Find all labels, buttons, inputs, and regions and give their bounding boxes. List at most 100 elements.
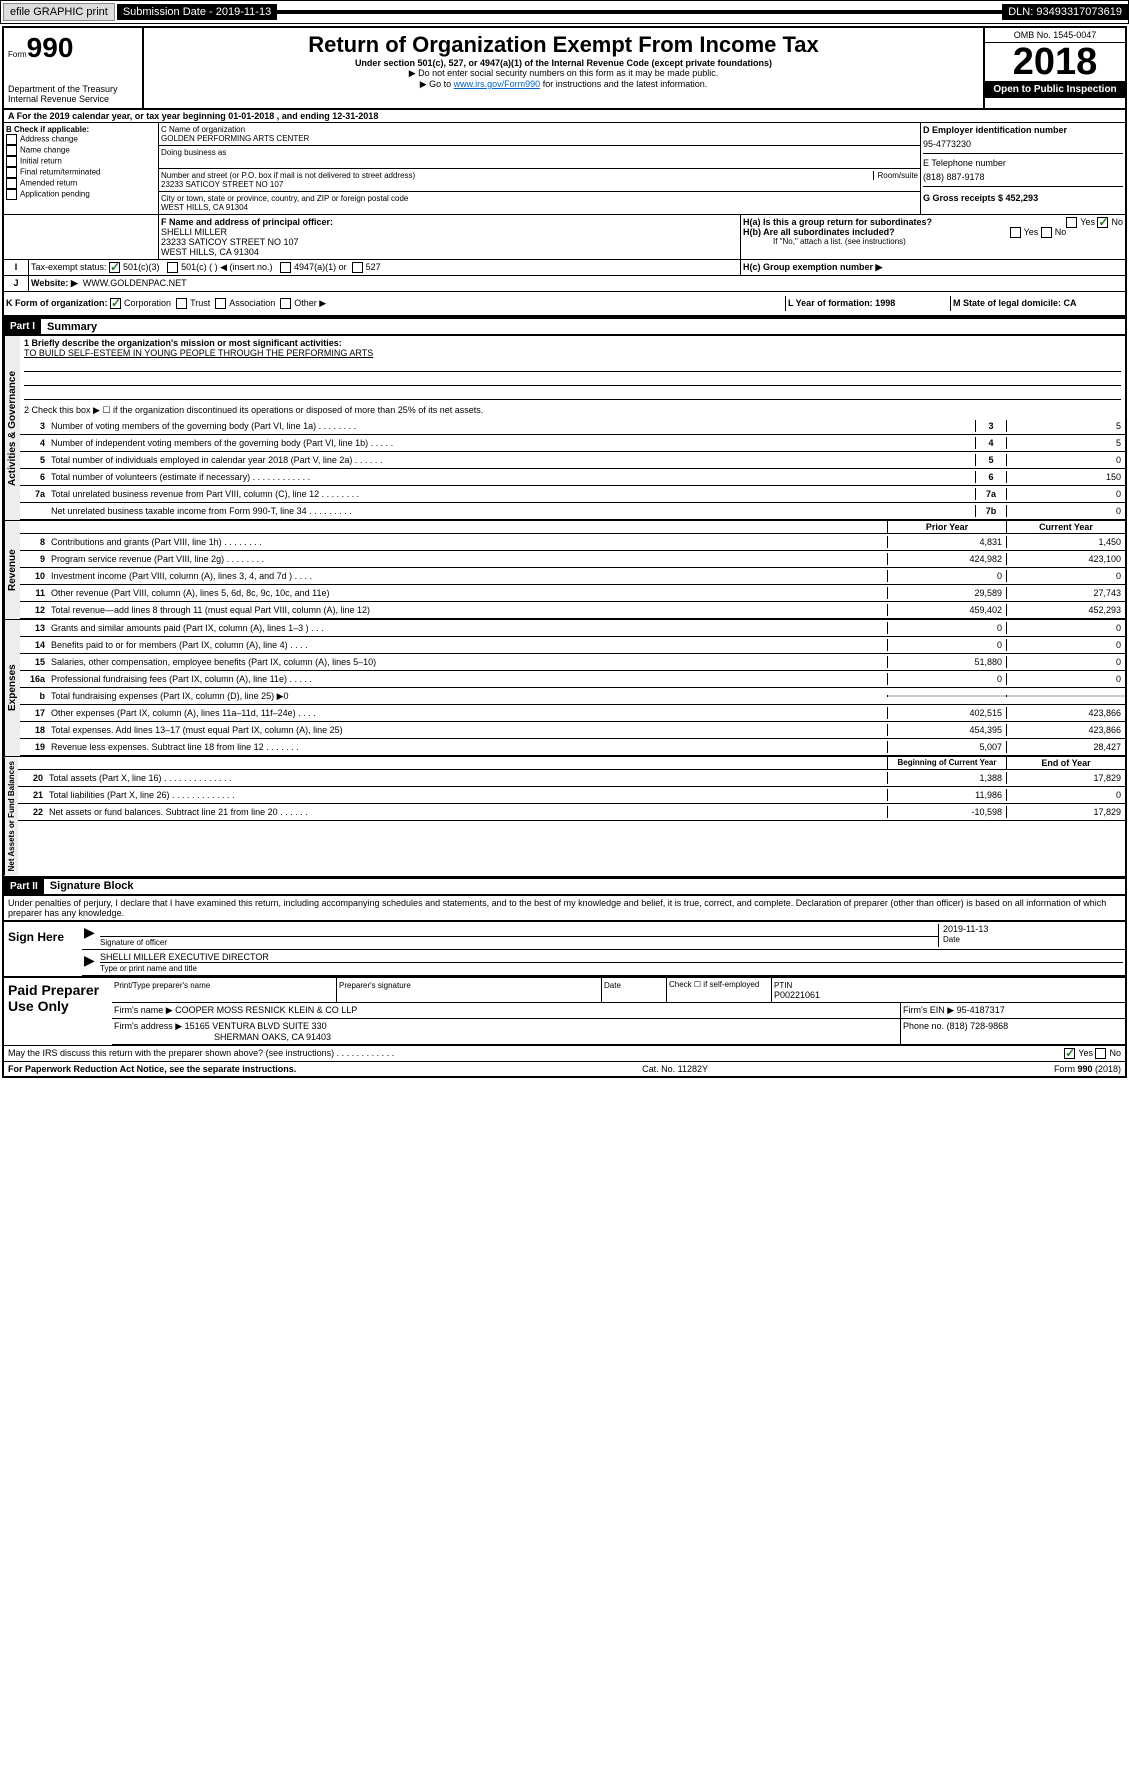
officer-addr1: 23233 SATICOY STREET NO 107 <box>161 237 299 247</box>
phone-value: (818) 887-9178 <box>923 168 1123 186</box>
chk-501c[interactable] <box>167 262 178 273</box>
tax-year: 2018 <box>985 43 1125 81</box>
revenue-label: Revenue <box>4 521 20 619</box>
table-row: 9Program service revenue (Part VIII, lin… <box>20 551 1125 568</box>
table-row: 19Revenue less expenses. Subtract line 1… <box>20 739 1125 756</box>
declaration-text: Under penalties of perjury, I declare th… <box>4 896 1125 920</box>
sig-arrow-icon-2: ▶ <box>84 952 100 973</box>
chk-address[interactable] <box>6 134 17 145</box>
chk-corp[interactable] <box>110 298 121 309</box>
sign-here-section: Sign Here ▶ Signature of officer 2019-11… <box>4 920 1125 976</box>
table-row: 12Total revenue—add lines 8 through 11 (… <box>20 602 1125 619</box>
discuss-yes[interactable] <box>1064 1048 1075 1059</box>
sign-here-label: Sign Here <box>4 922 82 976</box>
part1-title: Summary <box>41 321 97 333</box>
paid-preparer-section: Paid Preparer Use Only Print/Type prepar… <box>4 976 1125 1045</box>
ptin-label: PTIN <box>774 981 792 990</box>
dept-treasury: Department of the Treasury <box>8 84 138 94</box>
self-employed: Check ☐ if self-employed <box>667 978 772 1002</box>
phone-label: E Telephone number <box>923 153 1123 168</box>
form-title-block: Return of Organization Exempt From Incom… <box>144 28 983 108</box>
form-footer: Form 990 (2018) <box>1054 1064 1121 1074</box>
gov-row: 6Total number of volunteers (estimate if… <box>20 469 1125 486</box>
q2-text: 2 Check this box ▶ ☐ if the organization… <box>20 403 1125 418</box>
gov-row: Net unrelated business taxable income fr… <box>20 503 1125 520</box>
typed-label: Type or print name and title <box>100 964 197 973</box>
end-year-hdr: End of Year <box>1006 757 1125 769</box>
chk-assoc[interactable] <box>215 298 226 309</box>
mission-text: TO BUILD SELF-ESTEEM IN YOUNG PEOPLE THR… <box>24 348 373 358</box>
ha-yes[interactable] <box>1066 217 1077 228</box>
col-b-checkboxes: B Check if applicable: Address change Na… <box>4 123 159 214</box>
firm-addr1: 15165 VENTURA BLVD SUITE 330 <box>185 1021 327 1031</box>
ein-label: D Employer identification number <box>923 125 1067 135</box>
governance-section: Activities & Governance 1 Briefly descri… <box>4 336 1125 521</box>
state-domicile: M State of legal domicile: CA <box>953 298 1077 308</box>
paid-label: Paid Preparer Use Only <box>4 978 112 1045</box>
hb-label: H(b) Are all subordinates included? <box>743 227 895 237</box>
prior-year-hdr: Prior Year <box>887 521 1006 533</box>
org-city: WEST HILLS, CA 91304 <box>161 203 248 212</box>
sig-officer-label: Signature of officer <box>100 938 167 947</box>
submission-date: Submission Date - 2019-11-13 <box>117 4 277 20</box>
section-klm: K Form of organization: Corporation Trus… <box>4 292 1125 317</box>
hb-no[interactable] <box>1041 227 1052 238</box>
firm-phone: (818) 728-9868 <box>947 1021 1009 1031</box>
typed-name: SHELLI MILLER EXECUTIVE DIRECTOR <box>100 952 1123 963</box>
firm-phone-label: Phone no. <box>903 1021 944 1031</box>
ha-no[interactable] <box>1097 217 1108 228</box>
table-row: bTotal fundraising expenses (Part IX, co… <box>20 688 1125 705</box>
chk-name[interactable] <box>6 145 17 156</box>
form-subtitle: Under section 501(c), 527, or 4947(a)(1)… <box>148 58 979 68</box>
addr-row: Number and street (or P.O. box if mail i… <box>159 169 920 192</box>
chk-pending[interactable] <box>6 189 17 200</box>
ha-label: H(a) Is this a group return for subordin… <box>743 217 932 227</box>
chk-other[interactable] <box>280 298 291 309</box>
chk-final[interactable] <box>6 167 17 178</box>
gov-row: 3Number of voting members of the governi… <box>20 418 1125 435</box>
chk-trust[interactable] <box>176 298 187 309</box>
chk-501c3[interactable] <box>109 262 120 273</box>
chk-initial[interactable] <box>6 156 17 167</box>
footer: For Paperwork Reduction Act Notice, see … <box>4 1061 1125 1076</box>
revenue-section: Revenue Prior Year Current Year 8Contrib… <box>4 521 1125 620</box>
firm-ein-label: Firm's EIN ▶ <box>903 1005 954 1015</box>
part1-header: Part I Summary <box>4 317 1125 336</box>
begin-year-hdr: Beginning of Current Year <box>887 757 1006 769</box>
tax-status-label: Tax-exempt status: <box>31 262 107 272</box>
part2-badge: Part II <box>4 879 44 894</box>
form-id-block: Form990 Department of the Treasury Inter… <box>4 28 144 108</box>
form-label: Form <box>8 50 27 59</box>
form-container: Form990 Department of the Treasury Inter… <box>2 26 1127 1078</box>
part2-header: Part II Signature Block <box>4 877 1125 896</box>
firm-name-label: Firm's name ▶ <box>114 1005 173 1015</box>
section-j: J Website: ▶ WWW.GOLDENPAC.NET <box>4 276 1125 292</box>
gross-receipts: G Gross receipts $ 452,293 <box>923 193 1038 203</box>
discuss-no[interactable] <box>1095 1048 1106 1059</box>
date-label: Date <box>943 935 960 944</box>
irs-label: Internal Revenue Service <box>8 94 138 104</box>
hb-note: If "No," attach a list. (see instruction… <box>743 237 1123 246</box>
hb-yes[interactable] <box>1010 227 1021 238</box>
table-row: 14Benefits paid to or for members (Part … <box>20 637 1125 654</box>
col-d-right: D Employer identification number 95-4773… <box>921 123 1125 214</box>
sig-arrow-icon: ▶ <box>84 924 100 947</box>
chk-527[interactable] <box>352 262 363 273</box>
chk-amended[interactable] <box>6 178 17 189</box>
gov-row: 7aTotal unrelated business revenue from … <box>20 486 1125 503</box>
form-year-block: OMB No. 1545-0047 2018 Open to Public In… <box>983 28 1125 108</box>
dln: DLN: 93493317073619 <box>1002 4 1128 20</box>
officer-name: SHELLI MILLER <box>161 227 227 237</box>
discuss-text: May the IRS discuss this return with the… <box>8 1048 1064 1059</box>
form-title: Return of Organization Exempt From Incom… <box>148 32 979 58</box>
col-c-org: C Name of organizationGOLDEN PERFORMING … <box>159 123 921 214</box>
chk-4947[interactable] <box>280 262 291 273</box>
sig-date: 2019-11-13 <box>943 924 1123 934</box>
efile-btn[interactable]: efile GRAPHIC print <box>3 3 115 21</box>
expenses-section: Expenses 13Grants and similar amounts pa… <box>4 620 1125 757</box>
ein-value: 95-4773230 <box>923 135 1123 153</box>
section-i: I Tax-exempt status: 501(c)(3) 501(c) ( … <box>4 260 1125 276</box>
prep-name-label: Print/Type preparer's name <box>114 981 210 990</box>
table-row: 20Total assets (Part X, line 16) . . . .… <box>18 770 1125 787</box>
irs-link[interactable]: www.irs.gov/Form990 <box>454 79 541 89</box>
